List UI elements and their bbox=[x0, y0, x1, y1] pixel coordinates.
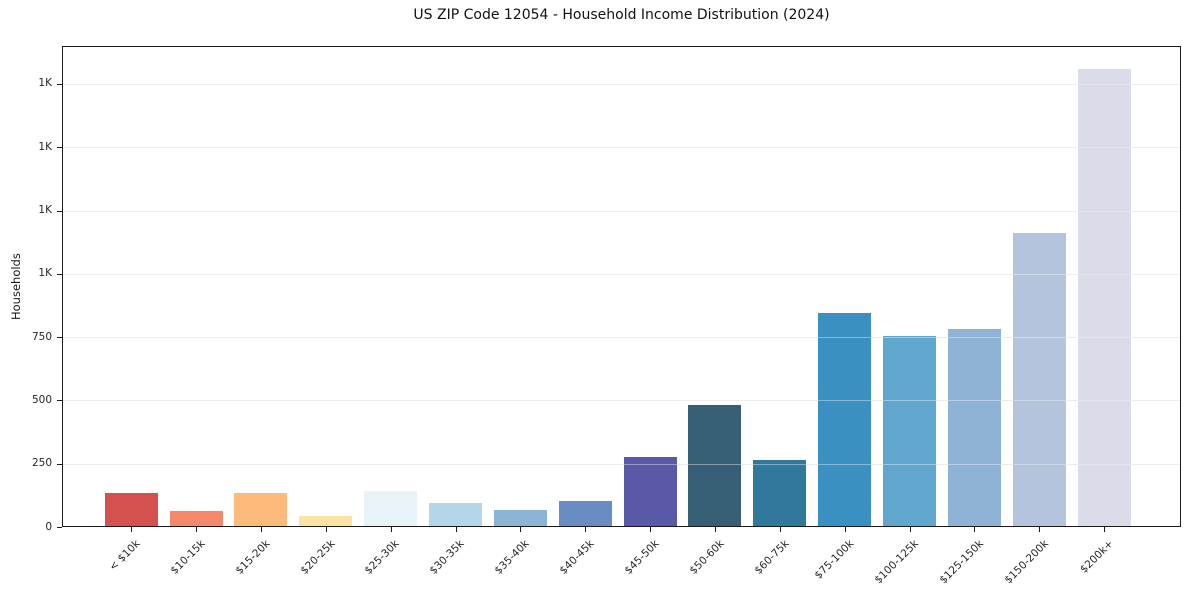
bar bbox=[688, 404, 742, 527]
x-tick-label: < $10k bbox=[106, 537, 143, 574]
x-tick-label: $200k+ bbox=[1077, 537, 1116, 576]
bar bbox=[947, 329, 1001, 527]
x-axis-tick bbox=[325, 527, 327, 532]
x-tick-label: $50-60k bbox=[687, 537, 727, 577]
y-tick-label: 750 bbox=[31, 330, 52, 343]
y-axis-tick bbox=[57, 337, 62, 339]
gridline-overlay bbox=[62, 337, 1181, 339]
gridline bbox=[62, 337, 1181, 339]
x-axis-tick bbox=[909, 527, 911, 532]
plot-area bbox=[62, 46, 1181, 527]
bar bbox=[169, 510, 223, 527]
x-axis-tick bbox=[844, 527, 846, 532]
bar bbox=[234, 492, 288, 527]
gridline-overlay bbox=[62, 83, 1181, 85]
x-axis-tick bbox=[196, 527, 198, 532]
x-tick-label: $150-200k bbox=[1001, 537, 1051, 587]
x-axis-tick bbox=[1039, 527, 1041, 532]
x-axis-tick bbox=[714, 527, 716, 532]
x-axis-tick bbox=[131, 527, 133, 532]
x-axis-tick bbox=[260, 527, 262, 532]
gridline bbox=[62, 147, 1181, 149]
bar bbox=[429, 502, 482, 527]
x-axis-tick bbox=[1104, 527, 1106, 532]
bar bbox=[883, 336, 937, 527]
x-tick-label: $10-15k bbox=[168, 537, 208, 577]
x-tick-label: $20-25k bbox=[297, 537, 338, 577]
x-axis-tick bbox=[520, 527, 522, 532]
bar bbox=[364, 490, 418, 527]
y-axis-tick bbox=[57, 400, 62, 402]
y-tick-label: 1K bbox=[38, 204, 52, 217]
y-axis-tick bbox=[57, 463, 62, 465]
y-axis-tick bbox=[57, 147, 62, 149]
bar bbox=[1012, 232, 1066, 527]
gridline-overlay bbox=[62, 273, 1181, 275]
y-axis-label: Households bbox=[9, 253, 23, 320]
gridline-overlay bbox=[62, 400, 1181, 402]
x-axis-tick bbox=[585, 527, 587, 532]
x-tick-label: $100-125k bbox=[872, 537, 921, 587]
x-tick-label: $30-35k bbox=[427, 537, 467, 577]
bar bbox=[493, 509, 547, 527]
y-axis-tick bbox=[57, 210, 62, 212]
gridline bbox=[62, 273, 1181, 275]
bar bbox=[753, 459, 807, 527]
x-axis-tick bbox=[390, 527, 392, 532]
gridline-overlay bbox=[62, 463, 1181, 465]
x-tick-label: $60-75k bbox=[751, 537, 792, 577]
y-tick-label: 500 bbox=[31, 393, 52, 406]
gridline-overlay bbox=[62, 210, 1181, 212]
x-tick-label: $45-50k bbox=[622, 537, 662, 577]
y-tick-label: 250 bbox=[31, 457, 52, 470]
y-tick-label: 1K bbox=[38, 77, 52, 90]
bar bbox=[104, 492, 158, 527]
y-tick-label: 0 bbox=[45, 520, 52, 533]
x-axis-tick bbox=[974, 527, 976, 532]
x-axis-tick bbox=[650, 527, 652, 532]
gridline bbox=[62, 400, 1181, 402]
gridline bbox=[62, 463, 1181, 465]
y-axis-tick bbox=[57, 273, 62, 275]
bar bbox=[299, 516, 353, 527]
y-tick-label: 1K bbox=[38, 140, 52, 153]
bar bbox=[818, 313, 872, 527]
bar bbox=[558, 500, 612, 527]
x-tick-label: $35-40k bbox=[492, 537, 532, 577]
x-axis-tick bbox=[455, 527, 457, 532]
gridline bbox=[62, 83, 1181, 85]
gridline-overlay bbox=[62, 147, 1181, 149]
gridline bbox=[62, 210, 1181, 212]
y-axis-tick bbox=[57, 83, 62, 85]
x-tick-label: $25-30k bbox=[362, 537, 402, 577]
x-tick-label: $40-45k bbox=[557, 537, 597, 577]
x-tick-label: $15-20k bbox=[233, 537, 273, 577]
bar bbox=[1077, 68, 1131, 527]
x-axis-tick bbox=[779, 527, 781, 532]
bar bbox=[623, 456, 677, 527]
y-tick-label: 1K bbox=[38, 267, 52, 280]
y-axis-tick bbox=[57, 527, 62, 528]
x-tick-label: $125-150k bbox=[937, 537, 986, 587]
x-tick-label: $75-100k bbox=[812, 537, 856, 582]
chart-title: US ZIP Code 12054 - Household Income Dis… bbox=[413, 7, 830, 23]
